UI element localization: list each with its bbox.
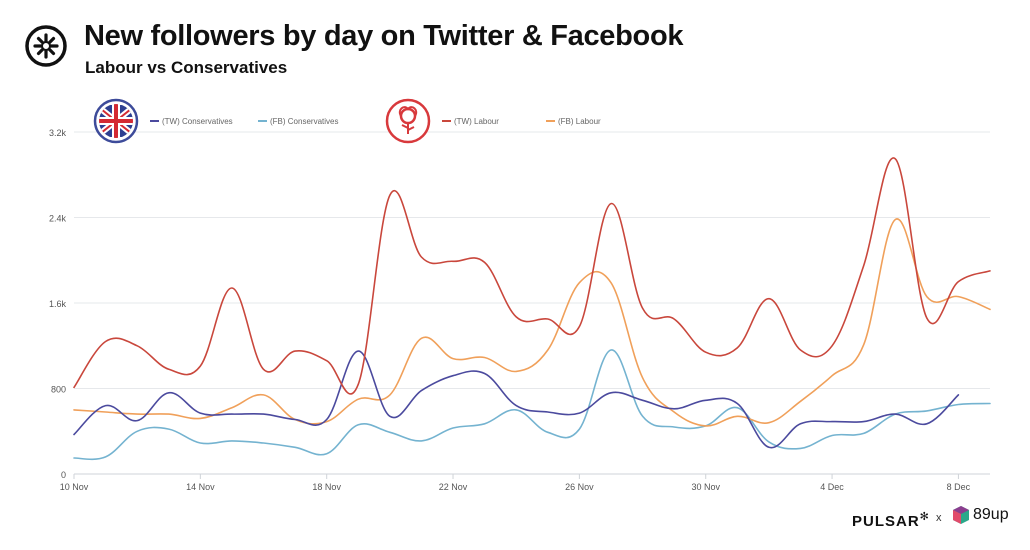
x-tick-label: 10 Nov xyxy=(60,482,89,492)
partner-logo: 89up xyxy=(952,504,1018,532)
union-jack-badge-icon xyxy=(93,98,139,144)
series-line-fb-conservatives xyxy=(73,349,991,461)
chart-legend: (TW) Conservatives (FB) Conservatives (TW)… xyxy=(93,98,601,144)
y-tick-label: 0 xyxy=(61,470,66,480)
x-tick-label: 30 Nov xyxy=(691,482,720,492)
x-axis-ticks: 10 Nov 14 Nov 18 Nov 22 Nov 26 Nov 30 Nov 4 De… xyxy=(60,474,971,492)
chart-grid xyxy=(74,131,990,475)
y-axis-ticks: 0 800 1.6k 2.4k 3.2k xyxy=(49,128,67,480)
pulsar-asterisk-icon: ✻ xyxy=(919,511,930,523)
legend-label: (FB) Labour xyxy=(558,117,601,126)
pulsar-logo-icon xyxy=(25,25,67,67)
page-title: New followers by day on Twitter & Facebo… xyxy=(84,20,684,52)
y-tick-label: 3.2k xyxy=(49,128,67,138)
chart-series xyxy=(73,157,991,461)
pulsar-brand: PULSAR✻ xyxy=(852,510,930,530)
y-tick-label: 800 xyxy=(51,385,66,395)
x-tick-label: 8 Dec xyxy=(947,482,971,492)
x-tick-label: 26 Nov xyxy=(565,482,594,492)
x-tick-label: 14 Nov xyxy=(186,482,215,492)
x-tick-label: 4 Dec xyxy=(820,482,844,492)
partner-name: 89up xyxy=(973,506,1009,523)
series-line-fb-labour xyxy=(73,218,991,427)
cube-logo-icon xyxy=(953,506,969,524)
x-tick-label: 22 Nov xyxy=(439,482,468,492)
x-tick-label: 18 Nov xyxy=(312,482,341,492)
legend-label: (TW) Labour xyxy=(454,117,499,126)
legend-label: (FB) Conservatives xyxy=(270,117,338,126)
legend-label: (TW) Conservatives xyxy=(162,117,233,126)
y-tick-label: 2.4k xyxy=(49,214,67,224)
labour-rose-badge-icon xyxy=(385,98,431,144)
series-line-tw-conservatives xyxy=(73,350,960,449)
series-line-tw-labour xyxy=(73,157,991,395)
page-subtitle: Labour vs Conservatives xyxy=(85,58,288,77)
pulsar-brand-text: PULSAR xyxy=(852,513,920,530)
footer-separator: x xyxy=(936,512,942,524)
y-tick-label: 1.6k xyxy=(49,299,67,309)
